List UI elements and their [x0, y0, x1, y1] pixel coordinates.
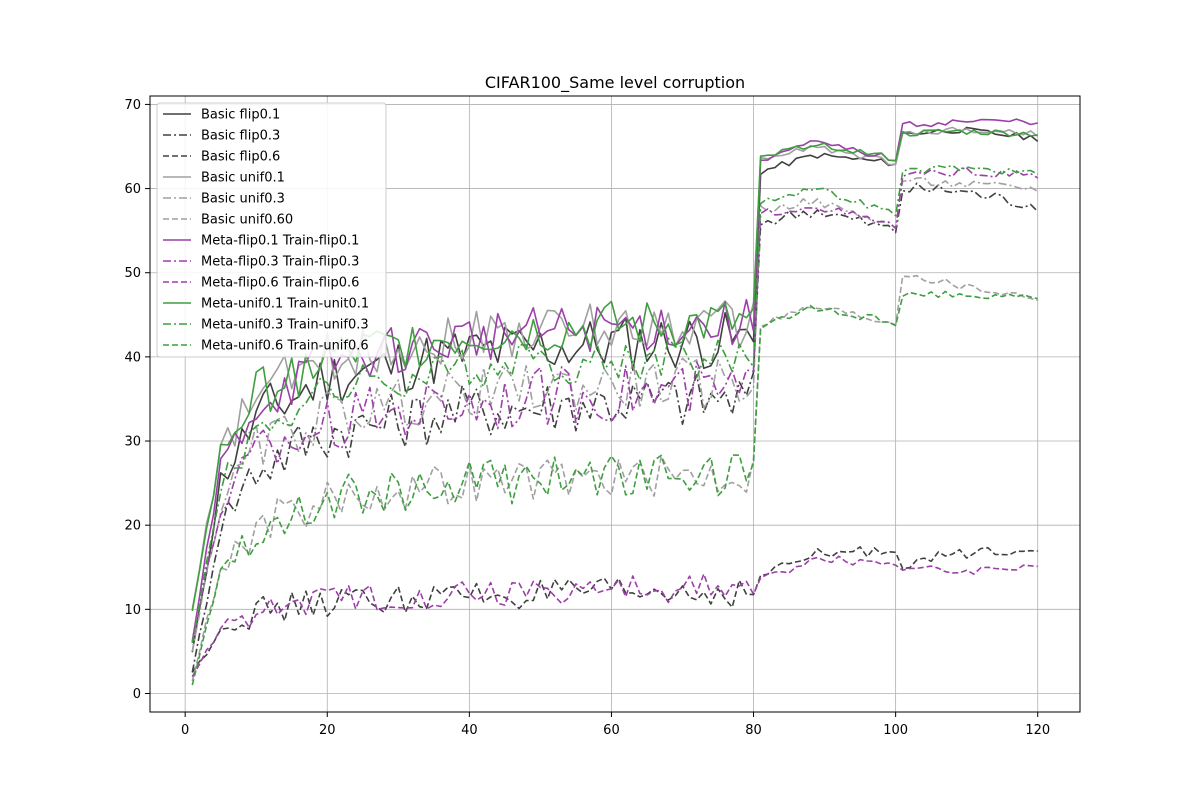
x-axis: 0 20 40 60 80 100 120	[181, 712, 1050, 738]
series-line	[191, 274, 1038, 682]
legend-label: Meta-flip0.1 Train-flip0.1	[201, 234, 359, 249]
y-tick-label: 50	[124, 266, 141, 281]
series-line	[191, 290, 1038, 686]
legend-label: Meta-unif0.3 Train-unif0.3	[201, 318, 369, 333]
grid	[150, 96, 1080, 712]
y-tick-label: 60	[124, 182, 141, 197]
y-tick-label: 0	[133, 687, 141, 702]
legend-label: Basic unif0.60	[201, 213, 293, 228]
series-line	[191, 167, 1039, 644]
y-tick-label: 70	[124, 98, 141, 113]
y-tick-label: 10	[124, 603, 141, 618]
legend-label: Meta-unif0.1 Train-unit0.1	[201, 297, 369, 312]
plot-frame	[149, 95, 1081, 713]
legend-label: Basic flip0.3	[201, 129, 280, 144]
x-tick-label: 100	[883, 723, 908, 738]
y-tick-label: 20	[124, 519, 141, 534]
legend: Basic flip0.1 Basic flip0.3 Basic flip0.6 B…	[156, 102, 387, 358]
x-tick-label: 120	[1025, 723, 1050, 738]
legend-box	[156, 102, 387, 358]
series-line	[191, 555, 1038, 678]
legend-label: Basic flip0.1	[201, 108, 280, 123]
y-axis: 0 10 20 30 40 50 60 70	[124, 98, 150, 702]
x-tick-label: 80	[745, 723, 762, 738]
chart-title: CIFAR100_Same level corruption	[485, 73, 745, 93]
legend-label: Basic unif0.3	[201, 192, 285, 207]
legend-label: Meta-unif0.6 Train-unif0.6	[201, 339, 369, 354]
legend-label: Basic flip0.6	[201, 150, 280, 165]
legend-label: Basic unif0.1	[201, 171, 285, 186]
x-tick-label: 20	[319, 723, 336, 738]
legend-label: Meta-flip0.3 Train-flip0.3	[201, 255, 359, 270]
series-lines	[191, 118, 1039, 686]
legend-label: Meta-flip0.6 Train-flip0.6	[201, 276, 359, 291]
y-tick-label: 30	[124, 435, 141, 450]
y-tick-label: 40	[124, 350, 141, 365]
x-tick-label: 0	[181, 723, 189, 738]
x-tick-label: 40	[461, 723, 478, 738]
series-line	[191, 176, 1039, 652]
x-tick-label: 60	[603, 723, 620, 738]
series-line	[191, 164, 1039, 644]
